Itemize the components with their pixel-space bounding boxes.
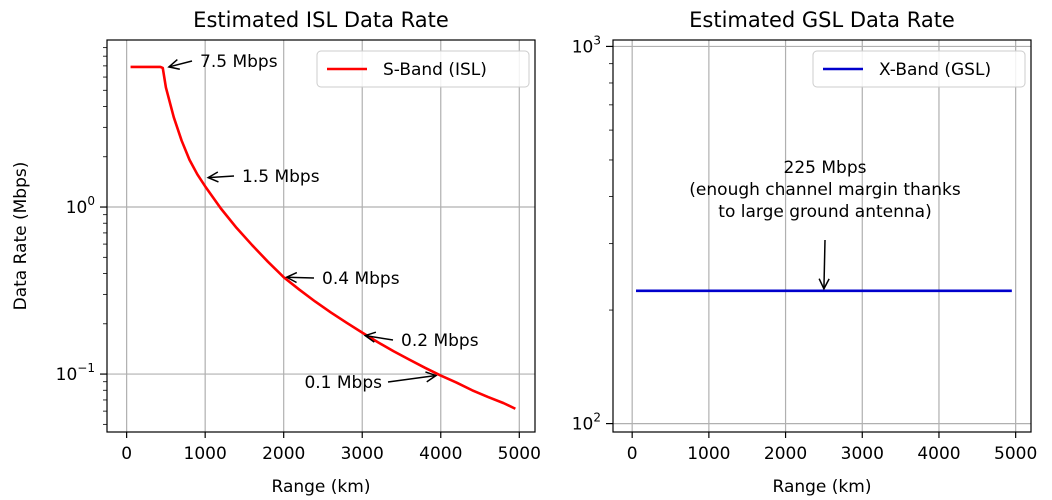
annotation-text: 1.5 Mbps [242,167,320,187]
grid [613,40,1031,432]
x-tick-label: 5000 [498,444,541,464]
chart-title: Estimated ISL Data Rate [193,8,449,32]
annotation-text: 0.2 Mbps [401,331,479,351]
annotation-arrowhead [363,331,377,343]
y-tick-label: 103 [572,33,601,57]
legend: S-Band (ISL) [316,50,530,88]
x-tick-label: 2000 [764,444,807,464]
legend: X-Band (GSL) [812,50,1026,88]
tick-label-exponent: 3 [593,33,601,47]
annotation-arrowhead [167,59,180,71]
x-tick-label: 4000 [419,444,462,464]
annotation-arrowhead [425,371,438,383]
annotation-arrow [823,239,826,289]
tick-label-base: 10 [56,365,78,385]
tick-label-base: 10 [66,198,88,218]
annotation-arrow [365,334,394,341]
tick-label-exponent: 2 [593,411,601,425]
tick-label-exponent: 0 [87,194,95,208]
x-tick-label: 3000 [841,444,884,464]
x-axis-label: Range (km) [773,477,872,497]
annotation-text: 7.5 Mbps [200,52,278,72]
annotation-arrow [387,374,437,383]
grid [107,40,535,432]
annotation-2: 1.5 Mbps [206,167,320,187]
tick-label-base: 10 [572,37,594,57]
annotation-text-line: 225 Mbps [784,158,867,178]
y-minor-ticks [609,63,613,311]
annotation-5: 0.1 Mbps [304,371,438,393]
annotation-arrowhead [285,271,298,284]
annotation-arrowhead [206,171,219,183]
legend-box [316,50,530,88]
annotation-text: 0.1 Mbps [304,373,382,393]
y-minor-ticks [103,47,107,425]
x-tick-label: 0 [121,444,132,464]
annotation-arrowhead [818,278,830,291]
annotation-text-line: (enough channel margin thanks [689,180,961,200]
annotation-text: 0.4 Mbps [322,269,400,289]
legend-box [812,50,1026,88]
legend-label: X-Band (GSL) [879,60,991,80]
tick-label-base: 10 [572,415,594,435]
annotation-text-line: to large ground antenna) [718,202,931,222]
x-tick-label: 4000 [917,444,960,464]
legend-label: S-Band (ISL) [383,60,487,80]
x-tick-label: 1000 [184,444,227,464]
x-axis-label: Range (km) [272,477,371,497]
y-tick-label: 100 [66,194,95,218]
y-axis-label: Data Rate (Mbps) [11,162,31,311]
annotation-4: 0.2 Mbps [363,331,479,351]
y-tick-label: 10−1 [56,361,95,385]
y-tick-label: 102 [572,411,601,435]
x-tick-label: 0 [627,444,638,464]
x-tick-label: 1000 [687,444,730,464]
annotation-arrow [208,175,235,179]
annotation-3: 0.4 Mbps [285,269,400,289]
annotation-arrow [286,276,315,279]
annotation-1: 225 Mbps(enough channel margin thanksto … [689,158,961,291]
annotation-arrow [168,60,193,68]
x-tick-label: 3000 [341,444,384,464]
chart-title: Estimated GSL Data Rate [689,8,955,32]
annotation-1: 7.5 Mbps [167,52,278,72]
series-line-1 [130,65,516,410]
axes-frame [612,39,1032,433]
tick-label-exponent: −1 [77,361,95,375]
x-tick-label: 2000 [262,444,305,464]
x-tick-label: 5000 [994,444,1037,464]
axes-frame [106,39,536,433]
